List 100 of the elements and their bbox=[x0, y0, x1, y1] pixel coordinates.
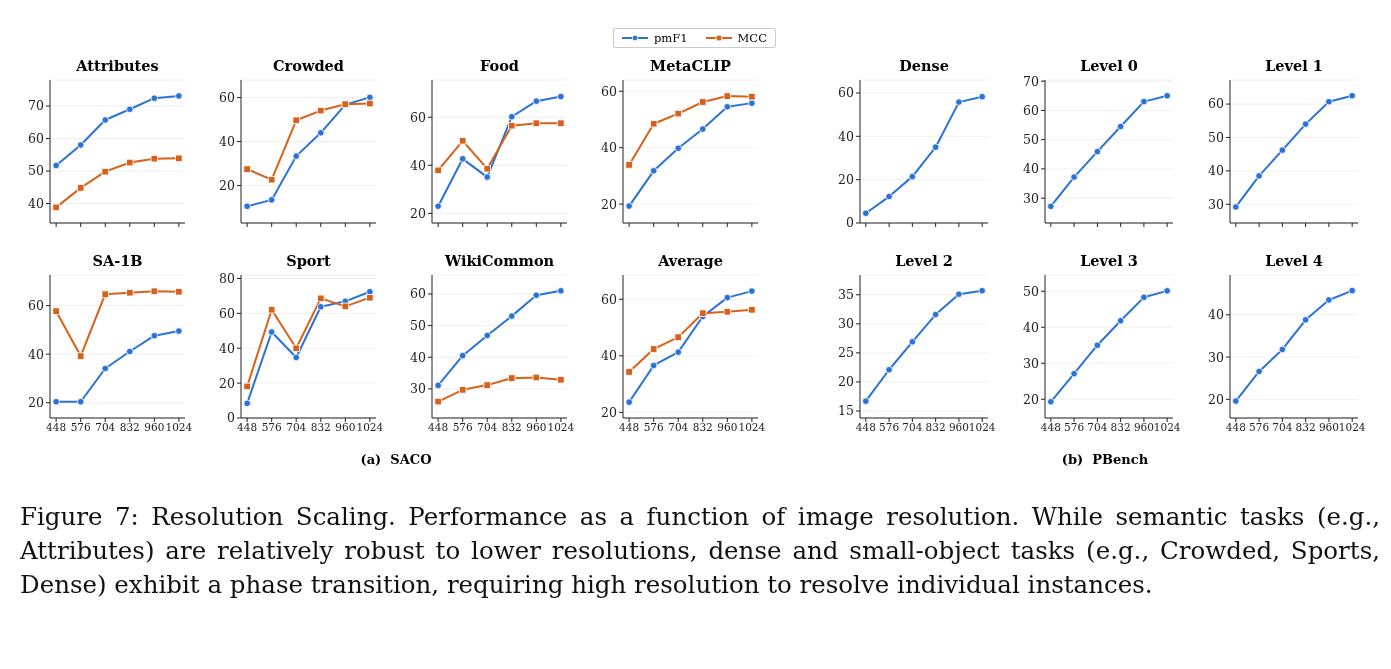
point bbox=[267, 175, 276, 184]
point bbox=[723, 293, 732, 302]
point bbox=[292, 152, 300, 160]
point bbox=[1093, 147, 1102, 156]
point bbox=[126, 158, 134, 167]
x-tick-label: 832 bbox=[119, 421, 140, 434]
point bbox=[748, 92, 756, 101]
chart-title: Level 2 bbox=[894, 252, 954, 269]
legend-label: pmF1 bbox=[654, 31, 688, 45]
point bbox=[508, 374, 516, 382]
chart-title: Attributes bbox=[75, 57, 160, 74]
point bbox=[532, 373, 541, 382]
point bbox=[101, 116, 109, 124]
y-tick-label: 40 bbox=[219, 134, 236, 150]
point bbox=[434, 166, 442, 175]
y-tick-label: 60 bbox=[601, 291, 618, 307]
point bbox=[532, 97, 541, 105]
x-tick-label: 1024 bbox=[738, 421, 766, 434]
point bbox=[76, 141, 85, 149]
point bbox=[862, 209, 870, 217]
point bbox=[674, 333, 682, 341]
point bbox=[101, 167, 109, 176]
point bbox=[341, 302, 350, 311]
point bbox=[1116, 122, 1125, 131]
x-tick-label: 1024 bbox=[165, 421, 193, 434]
y-tick-label: 40 bbox=[601, 140, 618, 156]
point bbox=[317, 106, 325, 115]
y-tick-label: 60 bbox=[219, 305, 236, 321]
point bbox=[1232, 397, 1240, 405]
y-tick-label: 20 bbox=[28, 395, 45, 411]
point bbox=[458, 351, 467, 360]
point bbox=[1163, 92, 1171, 100]
point bbox=[625, 368, 633, 376]
y-tick-label: 40 bbox=[1023, 319, 1040, 335]
y-tick-label: 20 bbox=[219, 178, 236, 194]
x-tick-label: 576 bbox=[1249, 421, 1270, 434]
point bbox=[649, 361, 658, 370]
y-tick-label: 50 bbox=[28, 163, 45, 179]
chart-title: Level 3 bbox=[1079, 252, 1139, 269]
point bbox=[126, 105, 134, 113]
point bbox=[126, 289, 134, 297]
point bbox=[150, 154, 159, 163]
y-tick-label: 60 bbox=[219, 90, 236, 106]
point bbox=[175, 92, 183, 100]
x-tick-label: 832 bbox=[1110, 421, 1131, 434]
point bbox=[175, 154, 183, 163]
point bbox=[434, 202, 442, 210]
point bbox=[508, 121, 516, 130]
point bbox=[1301, 316, 1310, 324]
x-tick-label: 1024 bbox=[968, 421, 996, 434]
point bbox=[885, 366, 893, 374]
legend-label: MCC bbox=[737, 31, 767, 45]
y-tick-label: 20 bbox=[1208, 391, 1225, 407]
point bbox=[150, 332, 159, 340]
chart-title: Dense bbox=[898, 57, 950, 74]
chart-title: MetaCLIP bbox=[649, 57, 732, 74]
x-tick-label: 704 bbox=[1087, 421, 1108, 434]
point bbox=[625, 161, 633, 169]
chart-title: Level 0 bbox=[1079, 57, 1139, 74]
x-tick-label: 832 bbox=[501, 421, 522, 434]
point bbox=[1070, 173, 1078, 181]
point bbox=[532, 291, 541, 299]
x-tick-label: 1024 bbox=[547, 421, 575, 434]
point bbox=[1325, 98, 1333, 106]
chart-title: Sport bbox=[285, 252, 332, 269]
y-tick-label: 60 bbox=[28, 130, 45, 146]
point bbox=[699, 309, 707, 317]
chart-title: Crowded bbox=[272, 57, 345, 74]
point bbox=[862, 397, 870, 405]
x-tick-label: 448 bbox=[1225, 421, 1246, 434]
chart-title: Food bbox=[479, 57, 520, 74]
y-tick-label: 40 bbox=[601, 348, 618, 364]
point bbox=[52, 398, 60, 406]
point bbox=[699, 125, 707, 133]
x-tick-label: 832 bbox=[692, 421, 713, 434]
point bbox=[674, 109, 682, 118]
x-tick-label: 960 bbox=[1133, 421, 1154, 434]
point bbox=[267, 196, 276, 204]
x-tick-label: 704 bbox=[477, 421, 498, 434]
y-tick-label: 0 bbox=[227, 410, 236, 426]
y-tick-label: 20 bbox=[1023, 391, 1040, 407]
x-tick-label: 960 bbox=[526, 421, 547, 434]
point bbox=[458, 386, 467, 394]
point bbox=[955, 290, 963, 298]
x-tick-label: 576 bbox=[70, 421, 92, 434]
point bbox=[434, 381, 442, 390]
x-tick-label: 704 bbox=[1272, 421, 1293, 434]
x-tick-label: 704 bbox=[95, 421, 116, 434]
y-tick-label: 25 bbox=[838, 345, 854, 361]
y-tick-label: 20 bbox=[601, 404, 618, 420]
y-tick-label: 20 bbox=[601, 196, 618, 212]
x-tick-label: 960 bbox=[1318, 421, 1339, 434]
y-tick-label: 15 bbox=[838, 403, 854, 419]
point bbox=[243, 382, 251, 391]
point bbox=[1070, 370, 1078, 378]
point bbox=[101, 290, 109, 298]
y-tick-label: 50 bbox=[1023, 132, 1040, 148]
y-tick-label: 50 bbox=[410, 318, 427, 334]
point bbox=[508, 312, 516, 320]
point bbox=[908, 172, 917, 181]
